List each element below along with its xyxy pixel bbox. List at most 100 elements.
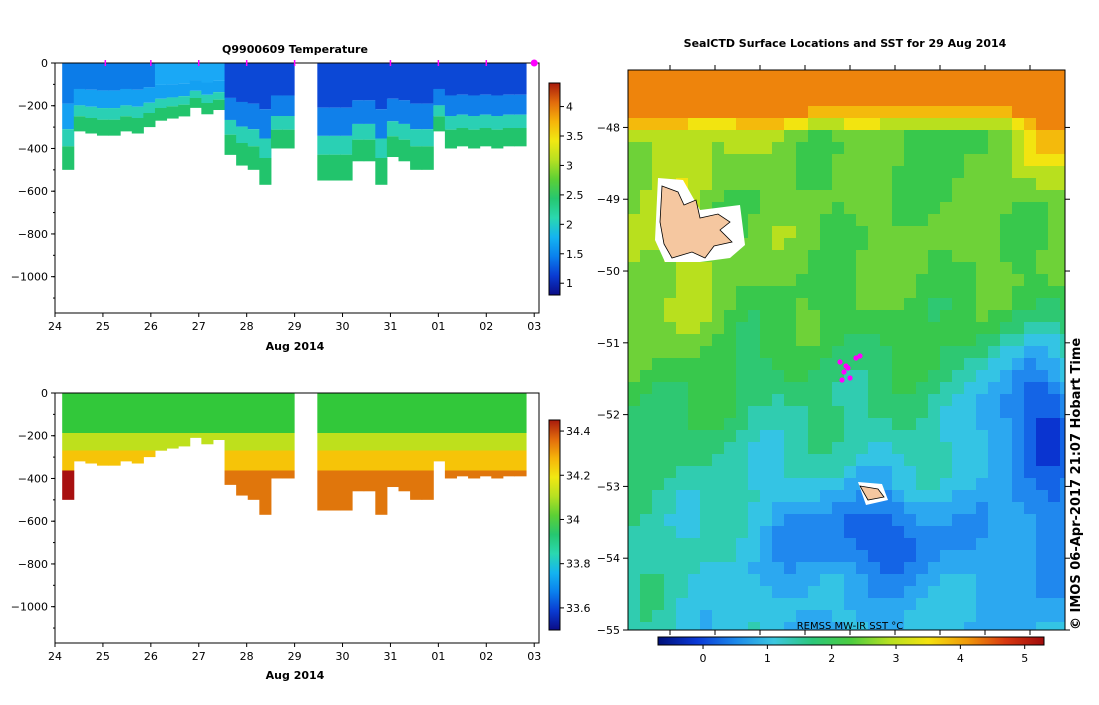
sst-cell <box>664 262 677 275</box>
sst-cell <box>688 370 701 383</box>
sst-cell <box>736 382 749 395</box>
sst-cell <box>844 70 857 83</box>
sst-cell <box>892 454 905 467</box>
profile-band <box>364 63 376 100</box>
profile-band <box>410 104 422 130</box>
profile-band <box>283 471 295 479</box>
sst-cell <box>964 586 977 599</box>
sst-cell <box>952 346 965 359</box>
sst-cell <box>688 490 701 503</box>
sst-cell <box>964 430 977 443</box>
profile-column <box>248 393 260 500</box>
sst-cell <box>916 586 929 599</box>
profile-column <box>398 63 410 161</box>
sst-cell <box>964 250 977 263</box>
profile-band <box>85 433 97 451</box>
sst-cell <box>820 118 833 131</box>
profile-band <box>167 63 179 84</box>
sst-cell <box>652 502 665 515</box>
sst-cell <box>1060 310 1073 323</box>
sst-cell <box>964 562 977 575</box>
sst-cell <box>988 286 1001 299</box>
sst-cell <box>832 346 845 359</box>
colorbar-tick-label: 33.6 <box>566 602 591 615</box>
sst-cell <box>808 514 821 527</box>
sst-cell <box>712 574 725 587</box>
sst-cell <box>1036 358 1049 371</box>
sst-cell <box>640 610 653 623</box>
sst-cell <box>928 610 941 623</box>
sst-cell <box>844 82 857 95</box>
sst-cell <box>760 610 773 623</box>
sst-cell <box>1048 574 1061 587</box>
profile-band <box>410 471 422 500</box>
profile-band <box>410 393 422 433</box>
sst-cell <box>976 202 989 215</box>
sst-cell <box>988 370 1001 383</box>
seal-location <box>845 365 850 370</box>
sst-cell <box>760 538 773 551</box>
sst-cell <box>832 70 845 83</box>
sst-cell <box>652 130 665 143</box>
profile-band <box>97 120 109 136</box>
sst-cell <box>856 250 869 263</box>
sst-cell <box>1048 358 1061 371</box>
profile-band <box>190 63 202 80</box>
colorbar-tick-label: 3 <box>566 159 573 172</box>
sst-cell <box>796 394 809 407</box>
sst-cell <box>880 214 893 227</box>
sst-cell <box>844 274 857 287</box>
sst-cell <box>868 334 881 347</box>
sst-cell <box>712 358 725 371</box>
sst-cell <box>892 154 905 167</box>
temperature-profiles <box>62 63 526 185</box>
sst-cell <box>832 310 845 323</box>
sst-cell <box>880 166 893 179</box>
profile-band <box>398 433 410 451</box>
profile-band <box>480 393 492 433</box>
sst-cell <box>700 166 713 179</box>
sst-cell <box>868 418 881 431</box>
profile-band <box>410 63 422 104</box>
sst-cell <box>712 586 725 599</box>
profile-band <box>236 471 248 496</box>
sst-cell <box>952 418 965 431</box>
sst-cell <box>880 538 893 551</box>
sst-cell <box>916 490 929 503</box>
sst-cell <box>976 478 989 491</box>
sst-cell <box>712 154 725 167</box>
sst-cell <box>724 622 737 635</box>
sst-cell <box>676 526 689 539</box>
profile-column <box>480 393 492 476</box>
sst-cell <box>760 154 773 167</box>
sst-cell <box>988 442 1001 455</box>
profile-band <box>387 393 399 433</box>
sst-cell <box>724 370 737 383</box>
profile-band <box>236 102 248 127</box>
sst-cell <box>1036 274 1049 287</box>
sst-cell <box>724 562 737 575</box>
profile-column <box>155 393 167 451</box>
sst-cell <box>940 202 953 215</box>
sst-cell <box>976 154 989 167</box>
sst-cell <box>1036 334 1049 347</box>
sst-cell <box>976 166 989 179</box>
sst-cell <box>1036 238 1049 251</box>
sst-cell <box>784 574 797 587</box>
sst-cell <box>880 70 893 83</box>
profile-band <box>352 451 364 471</box>
sst-cell <box>832 226 845 239</box>
sst-cell <box>832 466 845 479</box>
sst-cell <box>736 274 749 287</box>
sst-cell <box>820 562 833 575</box>
profile-band <box>120 116 132 131</box>
profile-column <box>109 393 121 466</box>
sst-cell <box>688 418 701 431</box>
profile-column <box>271 393 283 478</box>
sst-cell <box>856 82 869 95</box>
sst-cell <box>916 538 929 551</box>
sst-cell <box>1048 370 1061 383</box>
sst-cell <box>628 550 641 563</box>
sst-cell <box>664 274 677 287</box>
profile-column <box>456 393 468 476</box>
